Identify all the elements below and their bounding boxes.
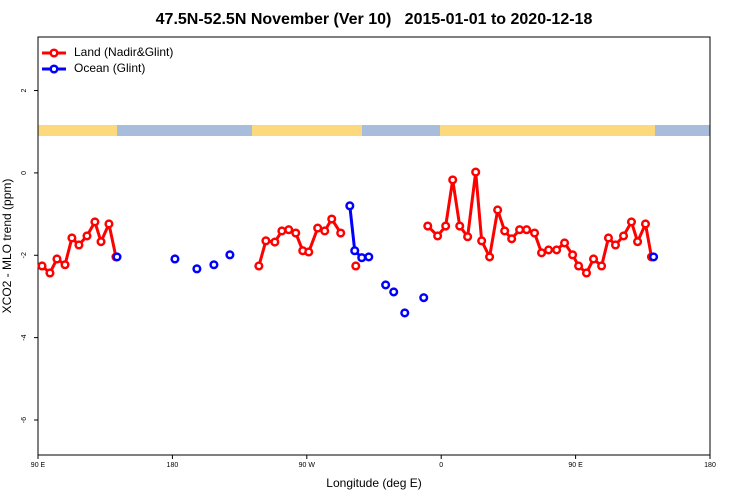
x-tick-label: 90 E <box>31 462 46 469</box>
y-tick-label: 2 <box>21 88 28 92</box>
data-point <box>67 233 77 243</box>
data-point <box>574 261 584 271</box>
data-point <box>581 268 592 278</box>
y-tick-label: -4 <box>21 334 28 340</box>
data-point <box>610 240 621 250</box>
data-point <box>261 236 271 246</box>
data-point <box>522 225 532 235</box>
data-point <box>90 217 100 227</box>
data-point <box>60 260 70 270</box>
data-point <box>463 232 473 242</box>
data-point <box>544 245 554 255</box>
data-point <box>96 237 106 247</box>
data-point <box>82 231 92 241</box>
data-point <box>448 175 458 185</box>
data-point <box>357 253 367 263</box>
data-point <box>552 245 562 255</box>
data-point <box>400 308 410 318</box>
x-tick-label: 0 <box>439 462 443 469</box>
data-point <box>471 167 481 177</box>
data-point <box>327 214 337 224</box>
y-tick-label: -6 <box>21 417 28 423</box>
data-point <box>345 201 355 211</box>
y-tick-label: 0 <box>21 171 28 175</box>
x-axis-title: Longitude (deg E) <box>326 476 421 490</box>
land-band <box>440 125 655 136</box>
data-point <box>423 221 433 231</box>
data-point <box>500 226 510 236</box>
data-point <box>588 254 599 264</box>
data-point <box>455 221 465 231</box>
data-point <box>291 228 301 238</box>
data-point <box>559 238 570 248</box>
data-point <box>336 228 346 238</box>
data-point <box>37 261 47 271</box>
x-tick-label: 90 W <box>299 462 316 469</box>
data-point <box>45 268 55 278</box>
data-point <box>351 261 361 271</box>
ocean-band <box>655 125 710 136</box>
data-point <box>364 252 374 262</box>
data-point <box>52 254 62 264</box>
data-point <box>419 293 429 303</box>
data-point <box>104 219 114 229</box>
data-point <box>633 237 643 247</box>
ocean-band <box>117 125 252 136</box>
legend: Land (Nadir&Glint) Ocean (Glint) <box>42 45 173 75</box>
data-point <box>225 250 235 260</box>
chart-title: 47.5N-52.5N November (Ver 10) 2015-01-01… <box>156 11 593 28</box>
data-point <box>381 280 391 290</box>
data-point <box>515 225 525 235</box>
data-point <box>537 248 547 258</box>
data-point <box>284 225 294 235</box>
data-point <box>74 240 84 250</box>
ocean-band <box>362 125 440 136</box>
series-line <box>41 171 653 276</box>
plot-frame <box>37 36 711 456</box>
data-point <box>529 228 540 238</box>
data-point <box>304 247 314 257</box>
data-point <box>389 287 399 297</box>
y-tick-label: -2 <box>21 252 28 258</box>
data-point <box>485 252 495 262</box>
land-band <box>252 125 362 136</box>
x-tick-label: 180 <box>704 462 716 469</box>
data-point <box>270 237 280 247</box>
data-point <box>277 226 287 236</box>
x-tick-label: 90 E <box>568 462 583 469</box>
data-point <box>441 221 451 231</box>
x-tick-label: 180 <box>167 462 179 469</box>
land-band <box>38 125 117 136</box>
data-point <box>350 246 360 256</box>
data-point <box>254 261 264 271</box>
data-point <box>568 250 578 260</box>
data-point <box>603 233 614 243</box>
data-point <box>313 223 323 233</box>
y-axis-title: XCO2 - MLO trend (ppm) <box>0 179 14 314</box>
data-point <box>640 219 651 229</box>
data-point <box>493 205 503 215</box>
data-point <box>618 231 629 241</box>
data-point <box>597 261 607 271</box>
land-ocean-band <box>38 125 710 136</box>
data-point <box>507 234 517 244</box>
legend-marker <box>49 64 59 74</box>
data-point <box>477 236 487 246</box>
legend-label: Land (Nadir&Glint) <box>74 45 173 59</box>
data-point <box>626 217 637 227</box>
data-point <box>649 252 659 262</box>
data-point <box>433 231 443 241</box>
legend-marker <box>49 48 59 58</box>
data-point <box>170 254 180 264</box>
data-point <box>209 260 219 270</box>
data-point <box>320 226 330 236</box>
legend-label: Ocean (Glint) <box>74 61 145 75</box>
data-point <box>112 252 122 262</box>
data-point <box>192 264 202 274</box>
